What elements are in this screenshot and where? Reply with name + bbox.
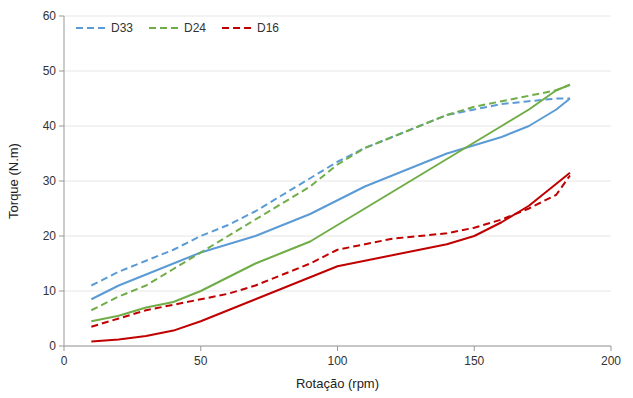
- legend-entry: D16: [222, 21, 279, 35]
- grid: [64, 16, 611, 346]
- y-tick-label: 30: [43, 174, 57, 188]
- series-group: [91, 85, 570, 342]
- x-tick: [611, 346, 612, 351]
- x-tick: [200, 346, 201, 351]
- x-tick-label: 150: [464, 354, 484, 368]
- y-tick: [59, 346, 64, 347]
- legend-swatch: [76, 27, 106, 29]
- x-axis-label: Rotação (rpm): [296, 376, 379, 391]
- x-tick: [474, 346, 475, 351]
- legend-entry: D24: [149, 21, 206, 35]
- y-tick-label: 0: [49, 339, 56, 353]
- y-tick-label: 20: [43, 229, 57, 243]
- chart: 0 50 100 150 200 0 10 20 30 40 50 60 Rotação (rpm) To…: [0, 0, 633, 398]
- grid-line: [64, 236, 611, 237]
- legend-swatch: [222, 27, 252, 29]
- legend-label: D24: [184, 21, 206, 35]
- series-line: [91, 99, 570, 286]
- y-tick-label: 60: [43, 9, 57, 23]
- grid-line: [64, 181, 611, 182]
- x-tick-label: 200: [601, 354, 621, 368]
- series-line: [91, 173, 570, 342]
- legend: D33 D24 D16: [76, 21, 279, 35]
- y-tick-label: 40: [43, 119, 57, 133]
- grid-line: [64, 71, 611, 72]
- x-tick: [337, 346, 338, 351]
- grid-line: [64, 291, 611, 292]
- y-tick-label: 50: [43, 64, 57, 78]
- x-tick-label: 0: [61, 354, 68, 368]
- axes: 0 50 100 150 200 0 10 20 30 40 50 60: [43, 9, 622, 368]
- series-line: [91, 176, 570, 327]
- series-line: [91, 85, 570, 322]
- x-tick: [64, 346, 65, 351]
- x-tick-label: 50: [194, 354, 208, 368]
- legend-label: D16: [257, 21, 279, 35]
- y-axis-label: Torque (N.m): [6, 143, 21, 219]
- grid-line: [64, 16, 611, 17]
- series-line: [91, 85, 570, 311]
- y-tick: [59, 181, 64, 182]
- y-tick: [59, 236, 64, 237]
- legend-label: D33: [111, 21, 133, 35]
- y-tick: [59, 291, 64, 292]
- y-tick: [59, 71, 64, 72]
- y-tick: [59, 126, 64, 127]
- legend-entry: D33: [76, 21, 133, 35]
- x-tick-label: 100: [327, 354, 347, 368]
- y-tick: [59, 16, 64, 17]
- y-tick-label: 10: [43, 284, 57, 298]
- legend-swatch: [149, 27, 179, 29]
